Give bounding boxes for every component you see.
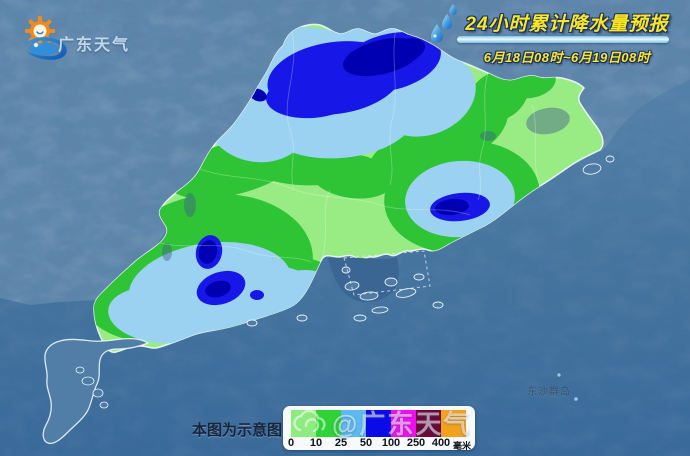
legend-tick: 25 — [334, 437, 348, 449]
legend-tick: 0 — [287, 437, 295, 449]
legend-note: 本图为示意图 — [192, 422, 283, 439]
legend-tick: 250 — [406, 437, 426, 449]
legend-unit: 毫米 — [453, 441, 472, 451]
legend-swatch-row — [291, 410, 466, 437]
legend-swatch — [341, 410, 366, 437]
legend-swatch — [291, 410, 316, 437]
legend-swatch — [391, 410, 416, 437]
logo-emblem-icon — [24, 16, 67, 60]
legend-tick: 10 — [309, 437, 323, 449]
legend-tick: 100 — [381, 437, 401, 449]
leizhou-peninsula — [42, 337, 150, 445]
legend-tick-row: 0 10 25 50 100 250 400 — [283, 437, 475, 449]
dashed-boundary — [343, 250, 431, 296]
sun-gear-icon — [25, 16, 55, 46]
peninsula-islets — [75, 366, 109, 409]
city-boundaries — [159, 27, 541, 263]
legend-panel: 0 10 25 50 100 250 400 毫米 — [283, 406, 475, 451]
legend-swatch — [416, 410, 441, 437]
terrain-shadows — [162, 107, 570, 261]
rain-core-navy — [198, 37, 469, 298]
legend-swatch — [366, 410, 391, 437]
legend-swatch — [441, 410, 466, 437]
legend-swatch — [316, 410, 341, 437]
forecast-period: 6月18日08时~6月19日08时 — [483, 50, 651, 65]
swirl-wind-icon — [24, 37, 67, 60]
dongsha-islands-label: 东沙群岛 — [527, 387, 571, 398]
page-title: 24小时累计降水量预报 — [465, 14, 669, 35]
guangdong-weather-logo: 广东天气 — [16, 12, 166, 64]
dongsha-islands-dots — [557, 373, 578, 401]
legend-tick: 400 — [431, 437, 451, 449]
legend-tick: 50 — [359, 437, 373, 449]
title-underline-bar — [457, 36, 669, 43]
logo-text: 广东天气 — [58, 37, 131, 54]
water-drops-icon — [431, 4, 457, 43]
